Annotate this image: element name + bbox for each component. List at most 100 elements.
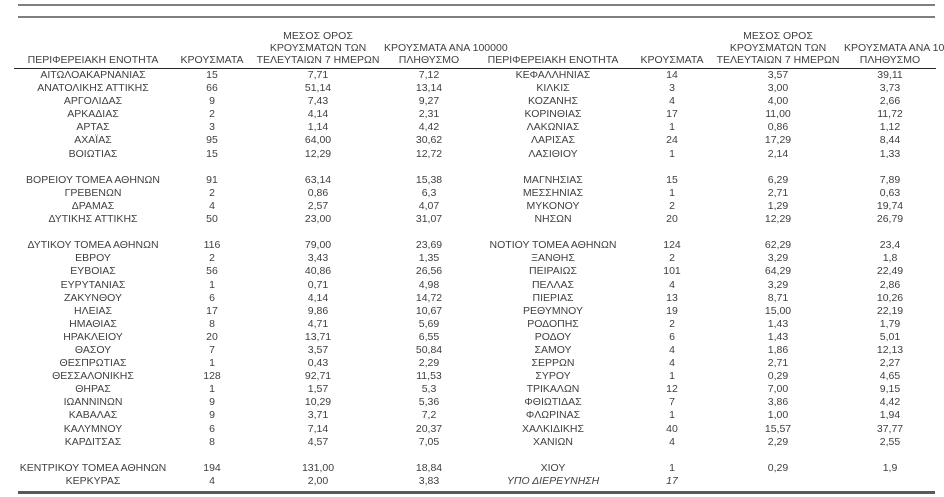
per100k-cell-right: 12,13 bbox=[876, 343, 904, 356]
avg7-cell-right: 3,86 bbox=[767, 396, 789, 409]
cases-cell-right: 17 bbox=[666, 108, 678, 121]
region-cell-left: ΘΕΣΠΡΩΤΙΑΣ bbox=[59, 357, 127, 370]
avg7-cell-right bbox=[712, 475, 844, 488]
cases-cell-left: 194 bbox=[203, 461, 221, 474]
avg7-cell-right: 1,43 bbox=[767, 317, 789, 330]
cases-cell-right: 1 bbox=[669, 370, 675, 383]
region-cell-right: ΧΑΛΚΙΔΙΚΗΣ bbox=[522, 422, 584, 435]
cases-cell-left: 4 bbox=[209, 199, 215, 212]
spacer-row bbox=[14, 226, 936, 239]
table-row: ΕΥΒΟΙΑΣ 56 40,86 26,56 ΠΕΙΡΑΙΩΣ 101 64,2… bbox=[14, 265, 936, 278]
avg7-cell-left: 9,86 bbox=[307, 304, 329, 317]
per100k-cell-right: 11,72 bbox=[877, 108, 903, 121]
per100k-cell-right: 1,33 bbox=[879, 147, 901, 160]
table-row: ΔΥΤΙΚΗΣ ΑΤΤΙΚΗΣ 50 23,00 31,07 ΝΗΣΩΝ 20 … bbox=[14, 213, 936, 226]
header-avg7-right: ΜΕΣΟΣ ΟΡΟΣ ΚΡΟΥΣΜΑΤΩΝ ΤΩΝ ΤΕΛΕΥΤΑΙΩΝ 7 Η… bbox=[712, 30, 844, 69]
region-cell-right: ΚΕΦΑΛΛΗΝΙΑΣ bbox=[515, 69, 591, 81]
per100k-cell-right: 3,73 bbox=[879, 82, 901, 95]
table-row: ΑΧΑΪΑΣ 95 64,00 30,62 ΛΑΡΙΣΑΣ 24 17,29 8… bbox=[14, 134, 936, 147]
per100k-cell-right: 7,89 bbox=[879, 173, 901, 186]
header-per100k-line2: ΠΛΗΘΥΣΜΟ bbox=[859, 54, 921, 66]
region-cell-left: ΚΑΛΥΜΝΟΥ bbox=[63, 422, 123, 435]
per100k-cell-left: 10,67 bbox=[415, 304, 443, 317]
region-cell-right: ΝΗΣΩΝ bbox=[534, 213, 572, 226]
table-row: ΑΡΓΟΛΙΔΑΣ 9 7,43 9,27 ΚΟΖΑΝΗΣ 4 4,00 2,6… bbox=[14, 95, 936, 108]
avg7-cell-left: 3,57 bbox=[307, 343, 329, 356]
cases-cell-left: 1 bbox=[209, 357, 215, 370]
per100k-cell-left: 4,07 bbox=[418, 199, 440, 212]
header-per100k-right: ΚΡΟΥΣΜΑΤΑ ΑΝΑ 100000 ΠΛΗΘΥΣΜΟ bbox=[844, 30, 944, 69]
cases-cell-right: 3 bbox=[669, 82, 675, 95]
region-cell-left: ΘΗΡΑΣ bbox=[75, 383, 111, 396]
avg7-cell-right: 15,57 bbox=[764, 422, 792, 435]
per100k-cell-left: 7,05 bbox=[418, 435, 440, 448]
per100k-cell-right: 4,42 bbox=[879, 396, 901, 409]
per100k-cell-right: 2,55 bbox=[879, 435, 901, 448]
avg7-cell-right: 7,00 bbox=[767, 383, 789, 396]
region-cell-left: ΔΥΤΙΚΟΥ ΤΟΜΕΑ ΑΘΗΝΩΝ bbox=[27, 239, 159, 252]
per100k-cell-left: 3,83 bbox=[418, 474, 440, 487]
cases-cell-right: 2 bbox=[669, 317, 675, 330]
table-row: ΗΜΑΘΙΑΣ 8 4,71 5,69 ΡΟΔΟΠΗΣ 2 1,43 1,79 bbox=[14, 318, 936, 331]
cases-cell-right: 2 bbox=[669, 252, 675, 265]
header-per100k-left: ΚΡΟΥΣΜΑΤΑ ΑΝΑ 100000 ΠΛΗΘΥΣΜΟ bbox=[384, 30, 508, 69]
avg7-cell-left: 23,00 bbox=[304, 213, 332, 226]
header-per100k-line1: ΚΡΟΥΣΜΑΤΑ ΑΝΑ 100000 bbox=[844, 42, 944, 54]
table-row: ΚΕΝΤΡΙΚΟΥ ΤΟΜΕΑ ΑΘΗΝΩΝ 194 131,00 18,84 … bbox=[14, 462, 936, 475]
table-row: ΘΗΡΑΣ 1 1,57 5,3 ΤΡΙΚΑΛΩΝ 12 7,00 9,15 bbox=[14, 383, 936, 396]
cases-cell-right: 15 bbox=[666, 173, 678, 186]
avg7-cell-right: 11,00 bbox=[765, 108, 791, 121]
table-row: ΘΑΣΟΥ 7 3,57 50,84 ΣΑΜΟΥ 4 1,86 12,13 bbox=[14, 344, 936, 357]
cases-cell-right: 17 bbox=[666, 474, 678, 487]
table-row: ΘΕΣΣΑΛΟΝΙΚΗΣ 128 92,71 11,53 ΣΥΡΟΥ 1 0,2… bbox=[14, 370, 936, 383]
cases-cell-left: 6 bbox=[209, 291, 215, 304]
avg7-cell-left: 63,14 bbox=[304, 173, 332, 186]
cases-cell-right: 1 bbox=[669, 147, 675, 160]
cases-cell-left: 6 bbox=[209, 422, 215, 435]
avg7-cell-left: 51,14 bbox=[304, 82, 332, 95]
per100k-cell-left: 7,12 bbox=[418, 69, 440, 81]
cases-cell-left: 20 bbox=[206, 330, 218, 343]
region-cell-right: ΧΙΟΥ bbox=[540, 461, 566, 474]
cases-cell-left: 8 bbox=[209, 317, 215, 330]
spacer-row bbox=[14, 449, 936, 462]
table-row: ΚΕΡΚΥΡΑΣ 4 2,00 3,83 ΥΠΟ ΔΙΕΡΕΥΝΗΣΗ 17 bbox=[14, 475, 936, 488]
table-row: ΗΡΑΚΛΕΙΟΥ 20 13,71 6,55 ΡΟΔΟΥ 6 1,43 5,0… bbox=[14, 331, 936, 344]
region-cell-right: ΠΕΙΡΑΙΩΣ bbox=[529, 265, 577, 278]
region-cell-left: ΖΑΚΥΝΘΟΥ bbox=[63, 291, 122, 304]
per100k-cell-right: 39,11 bbox=[877, 69, 903, 81]
spacer-row bbox=[14, 161, 936, 174]
avg7-cell-left: 0,86 bbox=[307, 186, 329, 199]
per100k-cell-left: 30,62 bbox=[415, 134, 443, 147]
region-cell-right: ΛΑΚΩΝΙΑΣ bbox=[526, 121, 580, 134]
table-row: ΑΝΑΤΟΛΙΚΗΣ ΑΤΤΙΚΗΣ 66 51,14 13,14 ΚΙΛΚΙΣ… bbox=[14, 82, 936, 95]
cases-cell-left: 116 bbox=[203, 239, 221, 252]
avg7-cell-right: 3,57 bbox=[767, 69, 789, 81]
cases-cell-right: 19 bbox=[666, 304, 678, 317]
avg7-cell-left: 92,71 bbox=[304, 370, 332, 383]
cases-cell-right: 4 bbox=[669, 435, 675, 448]
table-row: ΒΟΙΩΤΙΑΣ 15 12,29 12,72 ΛΑΣΙΘΙΟΥ 1 2,14 … bbox=[14, 148, 936, 161]
cases-cell-left: 2 bbox=[209, 252, 215, 265]
per100k-cell-left: 4,98 bbox=[418, 278, 440, 291]
region-cell-right: ΚΟΖΑΝΗΣ bbox=[528, 95, 578, 108]
table-row: ΑΡΚΑΔΙΑΣ 2 4,14 2,31 ΚΟΡΙΝΘΙΑΣ 17 11,00 … bbox=[14, 108, 936, 121]
avg7-cell-right: 2,71 bbox=[767, 186, 789, 199]
cases-cell-right: 40 bbox=[666, 422, 678, 435]
avg7-cell-right: 3,29 bbox=[767, 278, 789, 291]
region-cell-right: ΧΑΝΙΩΝ bbox=[533, 435, 573, 448]
region-cell-left: ΕΥΡΥΤΑΝΙΑΣ bbox=[60, 278, 126, 291]
avg7-cell-right: 64,29 bbox=[764, 265, 792, 278]
cases-cell-left: 56 bbox=[206, 265, 218, 278]
per100k-cell-left: 2,29 bbox=[418, 357, 440, 370]
region-cell-right: ΜΕΣΣΗΝΙΑΣ bbox=[522, 186, 584, 199]
regional-cases-table: ΠΕΡΙΦΕΡΕΙΑΚΗ ΕΝΟΤΗΤΑ ΚΡΟΥΣΜΑΤΑ ΜΕΣΟΣ ΟΡΟ… bbox=[14, 30, 944, 488]
cases-cell-right: 14 bbox=[666, 69, 678, 81]
region-cell-right: ΦΛΩΡΙΝΑΣ bbox=[525, 409, 581, 422]
cases-cell-right: 1 bbox=[669, 409, 675, 422]
avg7-cell-left: 1,14 bbox=[307, 121, 329, 134]
cases-cell-right: 13 bbox=[666, 291, 678, 304]
per100k-cell-left: 31,07 bbox=[415, 213, 443, 226]
per100k-cell-right: 9,15 bbox=[879, 383, 901, 396]
